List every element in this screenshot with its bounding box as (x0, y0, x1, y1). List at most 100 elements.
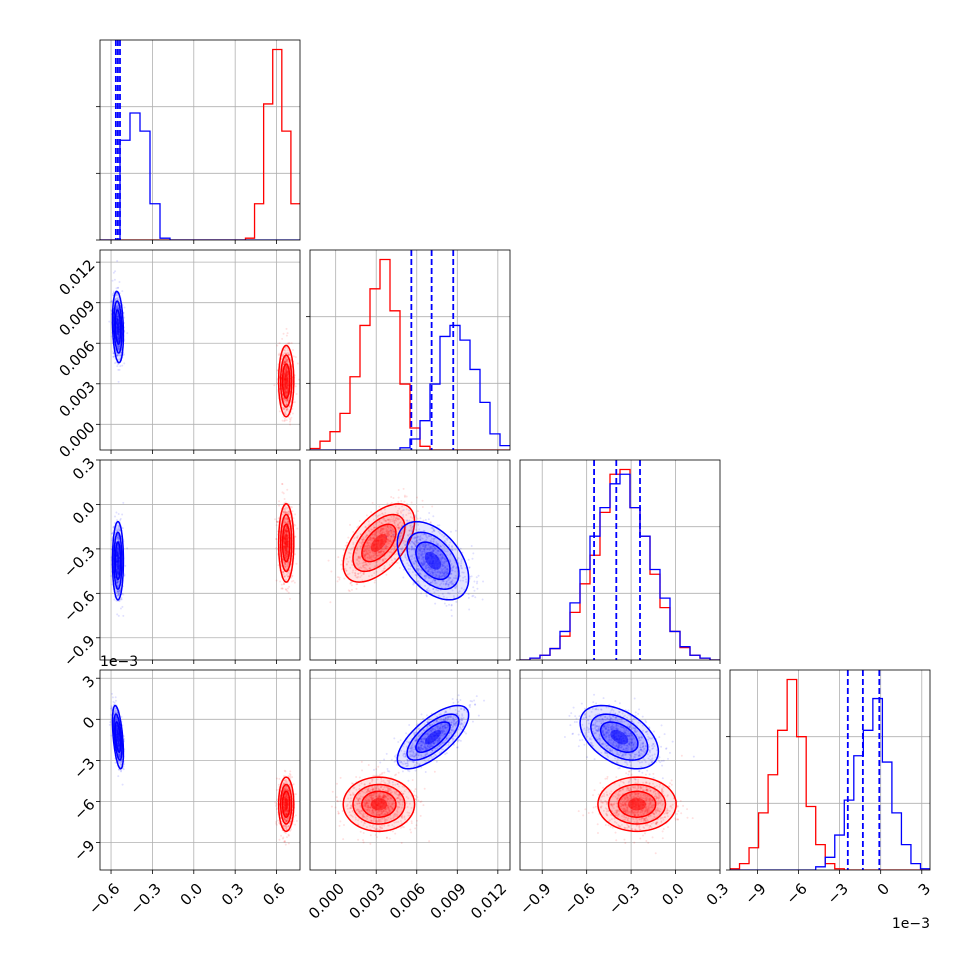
sample-point (279, 342, 281, 344)
sample-point (115, 512, 117, 514)
sample-point (281, 338, 283, 340)
sample-point (411, 501, 413, 503)
sample-point (118, 513, 120, 515)
sample-point (417, 510, 419, 512)
hist-yticks-1 (306, 317, 310, 450)
sample-point (121, 290, 123, 292)
sample-point (397, 501, 399, 503)
sample-point (292, 510, 294, 512)
sample-point (113, 599, 115, 601)
sample-point (374, 579, 376, 581)
sample-point (292, 580, 294, 582)
sample-point (278, 500, 280, 502)
sample-point (351, 589, 353, 591)
sample-point (402, 514, 404, 516)
sample-point (116, 260, 118, 262)
density-fill (285, 534, 288, 552)
sample-point (468, 609, 470, 611)
sample-point (126, 547, 128, 549)
sample-point (403, 509, 405, 511)
sample-point (287, 588, 289, 590)
sample-point (352, 531, 354, 533)
sample-point (285, 328, 287, 330)
sample-point (473, 580, 475, 582)
sample-point (378, 506, 380, 508)
sample-point (473, 590, 475, 592)
sample-point (284, 498, 286, 500)
hist-step-blue (100, 113, 300, 240)
sample-point (292, 412, 294, 414)
sample-point (351, 584, 353, 586)
sample-point (284, 417, 286, 419)
sample-point (120, 608, 122, 610)
sample-point (408, 509, 410, 511)
sample-point (347, 537, 349, 539)
sample-point (114, 270, 116, 272)
sample-point (110, 575, 112, 577)
sample-point (275, 547, 277, 549)
sample-point (273, 384, 275, 386)
sample-point (279, 581, 281, 583)
sample-point (121, 365, 123, 367)
sample-point (112, 280, 114, 282)
sample-point (119, 369, 121, 371)
sample-point (286, 335, 288, 337)
sample-point (122, 615, 124, 617)
sample-point (404, 495, 406, 497)
sample-point (294, 536, 296, 538)
sample-point (374, 582, 376, 584)
sample-point (287, 332, 289, 334)
sample-point (338, 579, 340, 581)
red-samples (274, 483, 298, 600)
sample-point (428, 512, 430, 514)
sample-point (288, 586, 290, 588)
sample-point (113, 356, 115, 358)
sample-point (345, 545, 347, 547)
panel-frame (100, 460, 300, 660)
sample-point (385, 574, 387, 576)
sample-point (472, 552, 474, 554)
sample-point (437, 524, 439, 526)
sample-point (118, 381, 120, 383)
sample-point (123, 362, 125, 364)
sample-point (417, 518, 419, 520)
density-fill (285, 373, 288, 389)
sample-point (451, 615, 453, 617)
sample-point (281, 483, 283, 485)
sample-point (422, 500, 424, 502)
sample-point (296, 528, 298, 530)
sample-point (431, 505, 433, 507)
sample-point (349, 583, 351, 585)
sample-point (283, 492, 285, 494)
sample-point (403, 501, 405, 503)
blue-samples (110, 502, 128, 617)
sample-point (471, 545, 473, 547)
sample-point (294, 582, 296, 584)
sample-point (444, 602, 446, 604)
sample-point (289, 423, 291, 425)
sample-point (276, 344, 278, 346)
sample-point (283, 583, 285, 585)
sample-point (276, 383, 278, 385)
red-samples (273, 328, 300, 426)
sample-point (363, 585, 365, 587)
panel-frame (100, 250, 300, 450)
sample-point (356, 583, 358, 585)
sample-point (359, 520, 361, 522)
sample-point (392, 534, 394, 536)
sample-point (386, 502, 388, 504)
sample-point (286, 489, 288, 491)
sample-point (119, 365, 121, 367)
sample-point (400, 500, 402, 502)
sample-point (282, 420, 284, 422)
histogram-1 (310, 250, 510, 450)
sample-point (114, 515, 116, 517)
sample-point (108, 321, 110, 323)
sample-point (474, 596, 476, 598)
sample-point (423, 520, 425, 522)
sample-point (330, 570, 332, 572)
sample-point (278, 517, 280, 519)
sample-point (392, 540, 394, 542)
sample-point (356, 588, 358, 590)
